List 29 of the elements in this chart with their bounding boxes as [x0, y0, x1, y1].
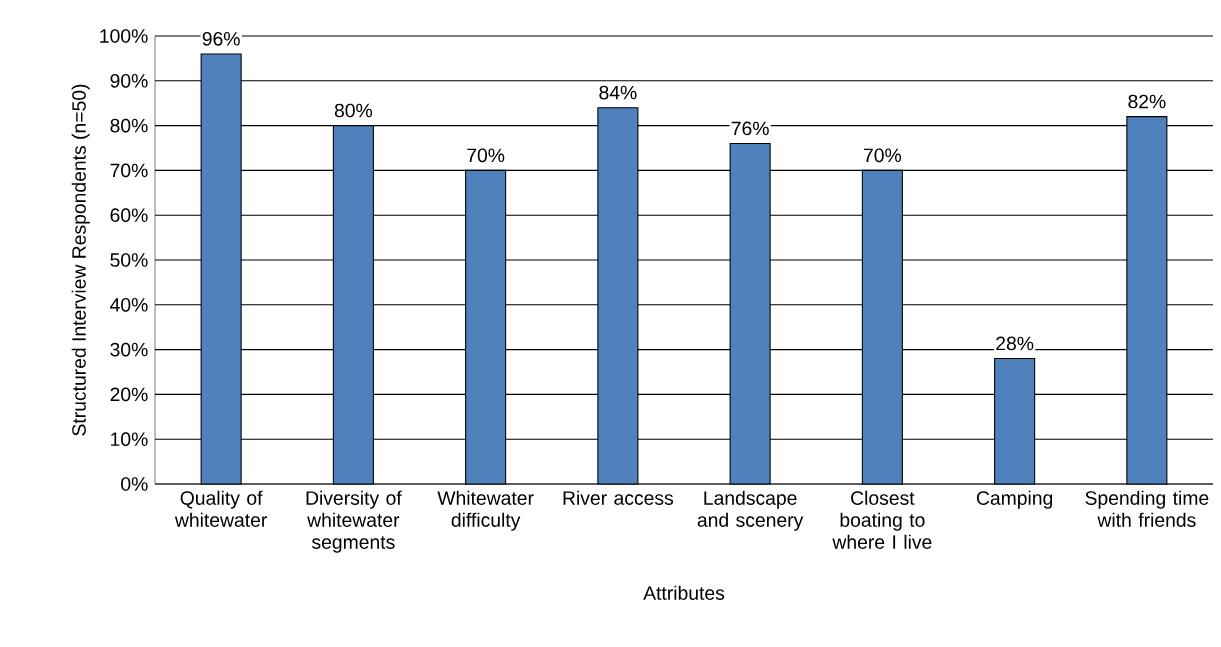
y-tick-label: 60%: [110, 208, 148, 223]
x-tick-label: Spending time with friends: [1085, 490, 1209, 527]
data-label: 70%: [864, 148, 902, 163]
x-tick-label: Closest boating to where I live: [832, 490, 932, 549]
data-label: 80%: [334, 103, 373, 118]
y-tick-label: 90%: [110, 73, 148, 88]
y-tick-label: 50%: [110, 253, 148, 267]
y-tick-label: 80%: [110, 118, 148, 133]
data-label: 76%: [731, 121, 769, 136]
x-tick-label: Landscape and scenery: [697, 490, 804, 531]
x-tick-label: Camping: [976, 490, 1053, 509]
x-axis-title: Attributes: [643, 585, 725, 600]
x-tick-label: River access: [563, 490, 674, 505]
y-tick-label: 40%: [110, 297, 148, 312]
data-label: 84%: [599, 85, 637, 100]
y-tick-label: 20%: [110, 387, 148, 402]
y-tick-label: 0%: [121, 477, 148, 491]
y-tick-label: 100%: [100, 29, 148, 43]
data-label: 96%: [202, 31, 240, 46]
x-tick-label: Quality of whitewater: [174, 490, 267, 527]
data-label: 28%: [996, 336, 1034, 351]
x-tick-label: Whitewater difficulty: [437, 490, 534, 531]
y-tick-label: 70%: [110, 163, 148, 178]
data-label: 82%: [1128, 94, 1166, 109]
y-tick-label: 30%: [110, 342, 148, 357]
y-tick-label: 10%: [111, 432, 148, 447]
x-tick-label: Diversity of whitewater segments: [306, 490, 402, 553]
y-axis-title: Structured Interview Respondents (n=50): [71, 84, 90, 436]
data-label: 70%: [467, 148, 505, 163]
